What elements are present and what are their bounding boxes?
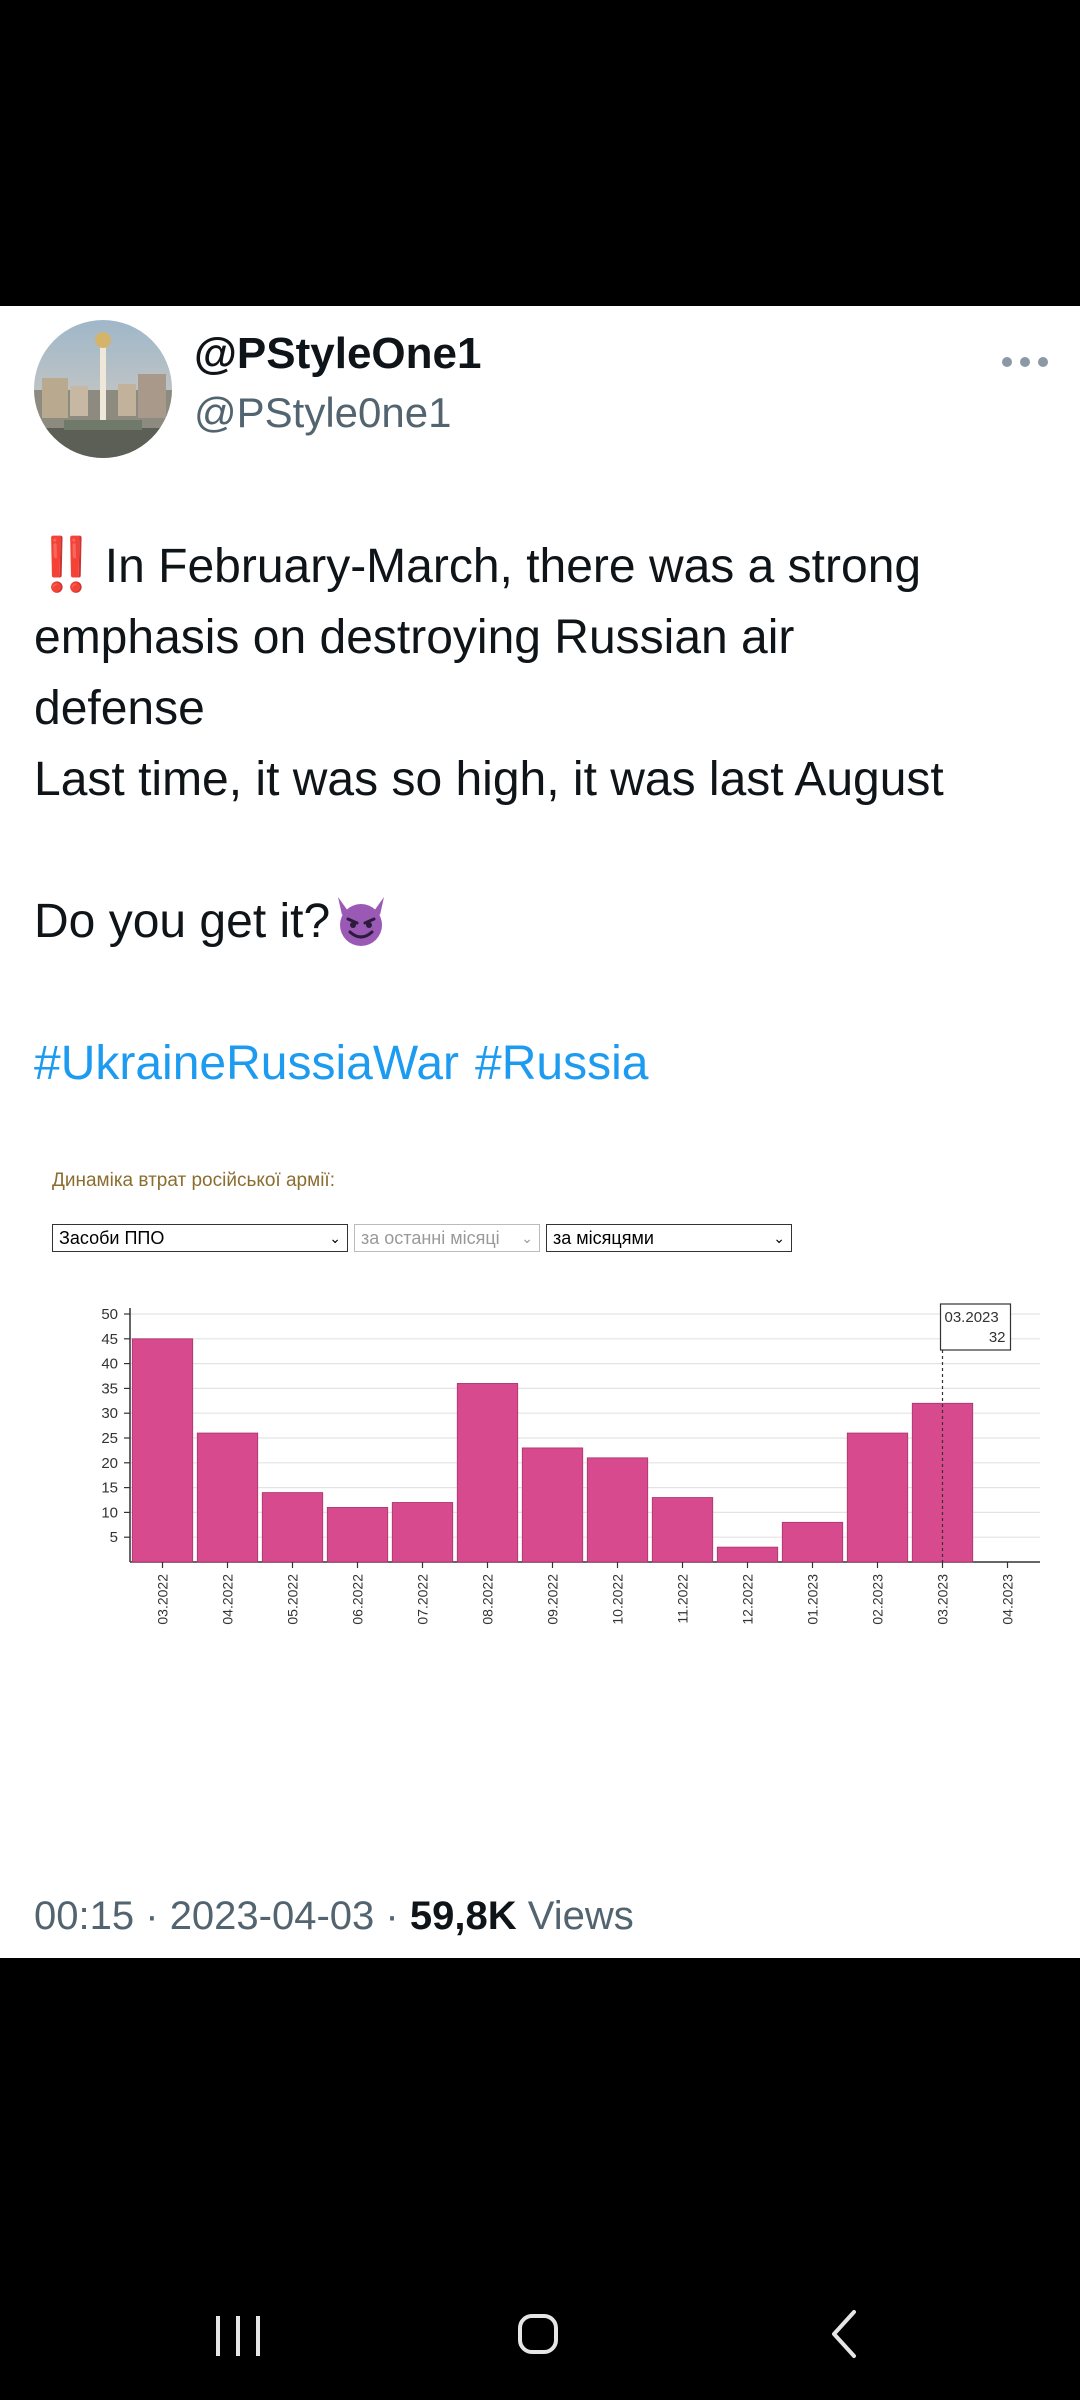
x-tick-label: 08.2022 bbox=[480, 1574, 496, 1625]
system-navbar bbox=[0, 2270, 1080, 2400]
tweet-time[interactable]: 00:15 bbox=[34, 1894, 135, 1938]
chart-heading: Динаміка втрат російської армії: bbox=[52, 1170, 335, 1191]
separator: · bbox=[385, 1894, 399, 1938]
double-exclamation-icon: ‼️ bbox=[34, 536, 99, 594]
bar-10.2022 bbox=[586, 1457, 649, 1563]
y-tick-label: 15 bbox=[101, 1480, 118, 1497]
tooltip-box bbox=[939, 1303, 1012, 1351]
x-tick-label: 10.2022 bbox=[610, 1574, 626, 1625]
y-tick-label: 50 bbox=[101, 1306, 118, 1323]
bar-11.2022 bbox=[651, 1497, 714, 1563]
tweet-line-4: Last time, it was so high, it was last A… bbox=[34, 753, 944, 806]
tweet-date[interactable]: 2023-04-03 bbox=[169, 1894, 375, 1938]
recent-apps-icon[interactable] bbox=[216, 2316, 260, 2356]
bar-08.2022 bbox=[456, 1383, 519, 1563]
more-options-icon[interactable] bbox=[1002, 356, 1048, 368]
bar-07.2022 bbox=[391, 1502, 454, 1563]
bar-01.2023 bbox=[781, 1521, 844, 1563]
y-tick-label: 40 bbox=[101, 1356, 118, 1373]
bar-05.2022 bbox=[261, 1492, 324, 1563]
blank-line bbox=[34, 815, 1044, 886]
chevron-down-icon: ⌄ bbox=[773, 1229, 785, 1246]
tooltip-value: 32 bbox=[989, 1329, 1006, 1346]
tweet-line-2: emphasis on destroying Russian air bbox=[34, 611, 795, 664]
separator: · bbox=[145, 1894, 159, 1938]
hashtags: #UkraineRussiaWar #Russia bbox=[34, 1028, 1044, 1099]
y-tick-label: 10 bbox=[101, 1504, 118, 1521]
y-tick-label: 20 bbox=[101, 1455, 118, 1472]
x-tick-label: 04.2023 bbox=[1000, 1574, 1016, 1625]
hashtag-ukraine-russia-war[interactable]: #UkraineRussiaWar bbox=[34, 1037, 460, 1090]
x-tick-label: 01.2023 bbox=[805, 1574, 821, 1625]
tweet-line-1-text: In February-March, there was a strong bbox=[104, 540, 922, 593]
tweet-card: @PStyleOne1 @PStyle0ne1 ‼️ In February-Ma… bbox=[0, 306, 1080, 1958]
bar-03.2022 bbox=[131, 1338, 194, 1563]
tweet-text: ‼️ In February-March, there was a strong … bbox=[34, 530, 1044, 1099]
category-select-value: Засоби ППО bbox=[59, 1227, 165, 1248]
x-tick-label: 12.2022 bbox=[740, 1574, 756, 1625]
x-tick-label: 06.2022 bbox=[350, 1574, 366, 1625]
bar-09.2022 bbox=[521, 1447, 584, 1563]
hashtag-russia[interactable]: #Russia bbox=[475, 1037, 649, 1090]
x-tick-label: 03.2022 bbox=[155, 1574, 171, 1625]
y-tick-label: 30 bbox=[101, 1405, 118, 1422]
y-tick-label: 25 bbox=[101, 1430, 118, 1447]
question-text: Do you get it? bbox=[34, 895, 331, 948]
tweet-question: Do you get it? bbox=[34, 886, 1044, 957]
smiling-devil-icon bbox=[338, 897, 385, 946]
x-tick-label: 05.2022 bbox=[285, 1574, 301, 1625]
y-tick-label: 45 bbox=[101, 1331, 118, 1348]
bar-04.2022 bbox=[196, 1432, 259, 1563]
grouping-select-value: за місяцями bbox=[553, 1227, 654, 1248]
bar-chart: 5 10 15 20 25 30 35 40 45 50 03.2022 04.2022 05.2022… bbox=[101, 1303, 1040, 1625]
user-handle[interactable]: @PStyle0ne1 bbox=[194, 389, 452, 436]
y-tick-label: 5 bbox=[110, 1529, 118, 1546]
blank-line-2 bbox=[34, 957, 1044, 1028]
y-tick-label: 35 bbox=[101, 1380, 118, 1397]
category-select[interactable]: Засоби ППО ⌄ bbox=[52, 1224, 348, 1252]
display-name[interactable]: @PStyleOne1 bbox=[194, 329, 482, 378]
tooltip-category: 03.2023 bbox=[945, 1309, 999, 1326]
x-tick-label: 11.2022 bbox=[675, 1574, 691, 1624]
tweet-footer: 00:15 · 2023-04-03 · 59,8K Views bbox=[34, 1896, 634, 1936]
bar-12.2022 bbox=[716, 1546, 779, 1563]
x-tick-label: 04.2022 bbox=[220, 1574, 236, 1625]
x-tick-label: 07.2022 bbox=[415, 1574, 431, 1625]
chevron-down-icon: ⌄ bbox=[521, 1229, 533, 1246]
period-select-value: за останні місяці bbox=[361, 1227, 500, 1248]
back-icon[interactable] bbox=[826, 2308, 862, 2360]
grouping-select[interactable]: за місяцями ⌄ bbox=[546, 1224, 792, 1252]
views-label: Views bbox=[527, 1894, 634, 1938]
bar-06.2022 bbox=[326, 1507, 389, 1563]
x-tick-label: 09.2022 bbox=[545, 1574, 561, 1625]
avatar[interactable] bbox=[34, 320, 172, 458]
x-tick-label: 02.2023 bbox=[870, 1574, 886, 1625]
chevron-down-icon: ⌄ bbox=[329, 1229, 341, 1246]
period-select[interactable]: за останні місяці ⌄ bbox=[354, 1224, 540, 1252]
tweet-line-1: ‼️ In February-March, there was a strong bbox=[34, 530, 1044, 602]
home-icon[interactable] bbox=[518, 2314, 558, 2354]
bar-02.2023 bbox=[846, 1432, 909, 1563]
tweet-line-3: defense bbox=[34, 682, 205, 735]
views-count: 59,8K bbox=[409, 1894, 517, 1938]
x-tick-label: 03.2023 bbox=[935, 1574, 951, 1625]
